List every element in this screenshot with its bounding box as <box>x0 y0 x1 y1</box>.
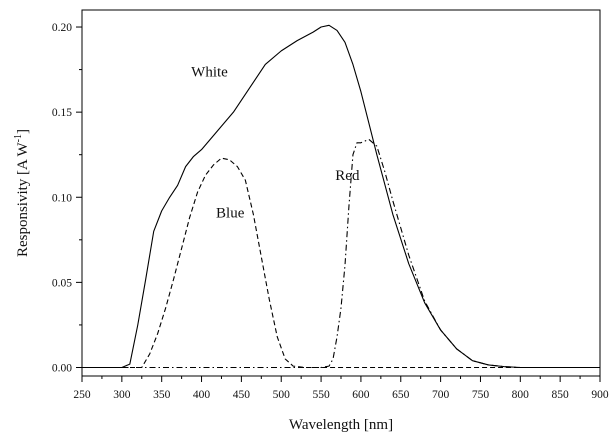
series-label-red: Red <box>335 168 360 184</box>
y-axis-label-close: ] <box>15 129 31 134</box>
x-tick-label: 550 <box>312 389 330 401</box>
plot-frame <box>81 9 601 377</box>
x-tick-label: 850 <box>552 389 570 401</box>
series-line-blue <box>82 157 600 369</box>
x-tick-label: 750 <box>472 389 490 401</box>
x-tick-label: 700 <box>432 389 450 401</box>
x-tick-label: 500 <box>273 389 291 401</box>
y-tick-label: 0.00 <box>52 362 72 374</box>
y-axis-label-superscript: -1 <box>13 134 24 142</box>
x-tick-label: 650 <box>392 389 410 401</box>
x-tick-label: 800 <box>512 389 530 401</box>
x-tick-label: 400 <box>193 389 211 401</box>
series-lines <box>82 24 600 369</box>
x-tick-label: 450 <box>233 389 251 401</box>
series-label-blue: Blue <box>216 206 245 222</box>
y-tick-label: 0.15 <box>52 107 72 119</box>
x-tick-label: 250 <box>73 389 91 401</box>
y-axis-label: Responsivity [A W-1] <box>13 129 31 257</box>
x-axis-label: Wavelength [nm] <box>289 417 393 433</box>
y-tick-label: 0.10 <box>52 192 72 204</box>
y-axis-ticks: 0.00 0.05 0.10 0.15 0.20 <box>52 22 82 374</box>
series-line-white <box>82 24 600 369</box>
x-tick-label: 350 <box>153 389 171 401</box>
y-tick-label: 0.05 <box>52 277 72 289</box>
x-axis-ticks: 250 300 350 400 450 500 550 600 650 700 750 800 850 9… <box>73 376 609 401</box>
series-line-red <box>82 138 600 369</box>
x-tick-label: 600 <box>352 389 370 401</box>
series-label-white: White <box>191 64 228 80</box>
y-tick-label: 0.20 <box>52 22 72 34</box>
y-axis-label-main: Responsivity [A W <box>15 141 31 257</box>
x-tick-label: 300 <box>113 389 131 401</box>
x-tick-label: 900 <box>591 389 609 401</box>
series-labels: White Blue Red <box>191 64 360 221</box>
